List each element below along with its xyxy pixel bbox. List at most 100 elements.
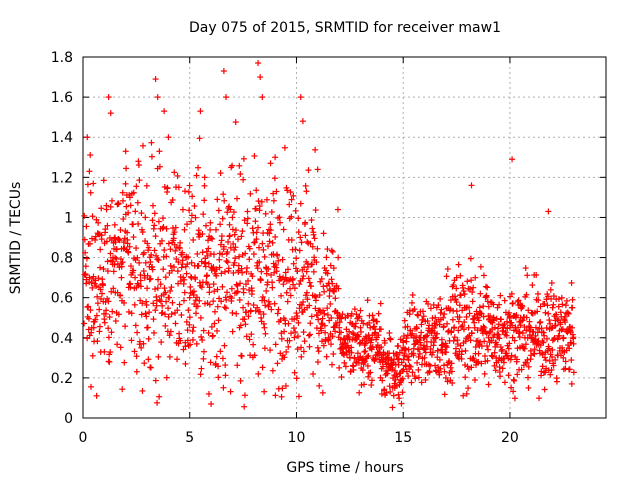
data-point	[347, 368, 354, 375]
data-point	[232, 255, 239, 262]
data-point	[449, 380, 456, 387]
data-point	[516, 328, 523, 335]
data-point	[178, 264, 185, 271]
data-point	[395, 342, 402, 349]
data-point	[167, 287, 174, 294]
data-point	[188, 212, 195, 219]
data-point	[527, 324, 534, 331]
data-point	[522, 341, 529, 348]
data-point	[243, 333, 250, 340]
data-point	[335, 254, 342, 261]
data-point	[509, 300, 516, 307]
data-point	[343, 351, 350, 358]
data-point	[413, 333, 420, 340]
data-point	[492, 367, 499, 374]
data-point	[356, 389, 363, 396]
data-point	[437, 309, 444, 316]
data-point	[354, 350, 361, 357]
data-point	[86, 240, 93, 247]
data-point	[314, 359, 321, 366]
data-point	[108, 329, 115, 336]
data-point	[298, 239, 305, 246]
data-point	[284, 298, 291, 305]
data-point	[502, 329, 509, 336]
data-point	[552, 322, 559, 329]
data-point	[294, 313, 301, 320]
data-point	[265, 266, 272, 273]
data-point	[400, 339, 407, 346]
data-point	[214, 196, 221, 203]
data-point	[293, 310, 300, 317]
data-point	[408, 299, 415, 306]
data-point	[148, 153, 155, 160]
y-tick-label: 1.4	[51, 130, 73, 146]
data-point	[161, 247, 168, 254]
data-point	[250, 251, 257, 258]
data-point	[480, 303, 487, 310]
data-point	[272, 341, 279, 348]
data-point	[507, 356, 514, 363]
data-point	[531, 346, 538, 353]
data-point	[145, 335, 152, 342]
data-point	[286, 201, 293, 208]
data-point	[237, 171, 244, 178]
data-point	[355, 359, 362, 366]
data-point	[290, 325, 297, 332]
data-point	[415, 374, 422, 381]
data-point	[195, 227, 202, 234]
data-point	[513, 356, 520, 363]
data-point	[361, 348, 368, 355]
data-point	[546, 357, 553, 364]
data-point	[115, 235, 122, 242]
data-point	[427, 305, 434, 312]
data-point	[450, 337, 457, 344]
data-point	[198, 365, 205, 372]
data-point	[216, 256, 223, 263]
data-point	[490, 301, 497, 308]
data-point	[462, 374, 469, 381]
data-point	[161, 108, 168, 115]
data-point	[280, 281, 287, 288]
data-point	[134, 199, 141, 206]
data-point	[519, 330, 526, 337]
data-point	[185, 188, 192, 195]
data-point	[163, 253, 170, 260]
data-point	[483, 292, 490, 299]
data-point	[148, 251, 155, 258]
data-point	[386, 329, 393, 336]
data-point	[208, 323, 215, 330]
data-point	[200, 355, 207, 362]
data-point	[187, 283, 194, 290]
data-point	[143, 302, 150, 309]
data-point	[165, 134, 172, 141]
data-point	[93, 312, 100, 319]
data-point	[305, 332, 312, 339]
data-point	[87, 307, 94, 314]
data-point	[444, 378, 451, 385]
data-point	[570, 340, 577, 347]
data-point	[330, 350, 337, 357]
data-point	[145, 244, 152, 251]
data-point	[419, 355, 426, 362]
data-point	[513, 312, 520, 319]
data-point	[139, 300, 146, 307]
data-point	[200, 348, 207, 355]
data-point	[276, 214, 283, 221]
data-point	[441, 311, 448, 318]
y-tick-label: 0.6	[51, 291, 73, 307]
data-point	[468, 277, 475, 284]
data-point	[508, 384, 515, 391]
x-tick-label: 10	[288, 430, 306, 446]
data-point	[238, 233, 245, 240]
data-point	[215, 207, 222, 214]
y-tick-label: 0	[64, 411, 73, 427]
data-point	[377, 300, 384, 307]
data-point	[526, 318, 533, 325]
data-point	[414, 359, 421, 366]
data-point	[211, 288, 218, 295]
data-point	[399, 389, 406, 396]
data-point	[230, 269, 237, 276]
data-point	[188, 259, 195, 266]
data-point	[497, 292, 504, 299]
